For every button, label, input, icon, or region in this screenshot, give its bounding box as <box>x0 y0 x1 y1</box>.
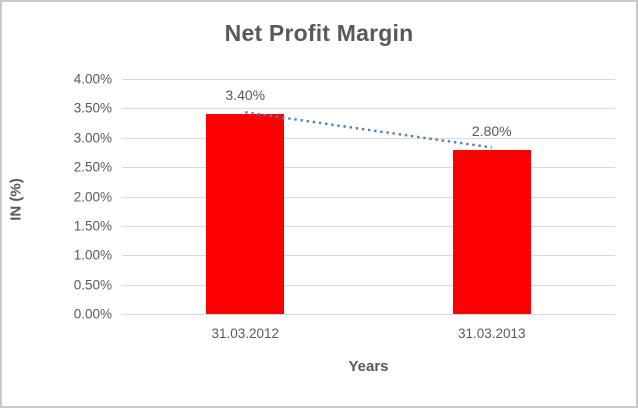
gridline <box>122 167 615 169</box>
gridline <box>122 79 615 80</box>
gridline <box>122 108 615 110</box>
gridline <box>122 137 615 139</box>
chart-title: Net Profit Margin <box>224 20 414 46</box>
y-tick-label: 3.00% <box>73 130 112 146</box>
gridline <box>122 255 615 257</box>
gridline <box>122 225 615 227</box>
gridline <box>122 196 615 198</box>
y-tick-label: 0.00% <box>73 306 112 322</box>
gridline <box>122 284 615 286</box>
y-tick-label: 1.00% <box>73 247 112 263</box>
bar-data-label: 3.40% <box>225 87 266 104</box>
y-tick-label: 2.00% <box>73 189 112 204</box>
y-tick-label: 2.50% <box>73 159 112 175</box>
bar-data-label: 2.80% <box>471 122 512 139</box>
x-axis-title: Years <box>348 358 389 375</box>
x-tick-label: 31.03.2013 <box>457 326 526 341</box>
y-tick-label: 3.50% <box>73 100 112 116</box>
x-tick-label: 31.03.2012 <box>211 326 280 341</box>
gridline <box>122 314 615 315</box>
y-tick-label: 4.00% <box>73 71 112 87</box>
bar <box>452 149 531 314</box>
y-tick-label: 0.50% <box>73 277 112 293</box>
bar <box>206 114 285 314</box>
y-tick-label: 1.50% <box>73 218 112 234</box>
plot-area: 4.00% 3.50% 3.00% 2.50% 2.00% 1.50% 1.00% 0.50%… <box>74 72 615 341</box>
y-axis-title: IN (%) <box>7 178 25 221</box>
trendline <box>245 111 492 149</box>
